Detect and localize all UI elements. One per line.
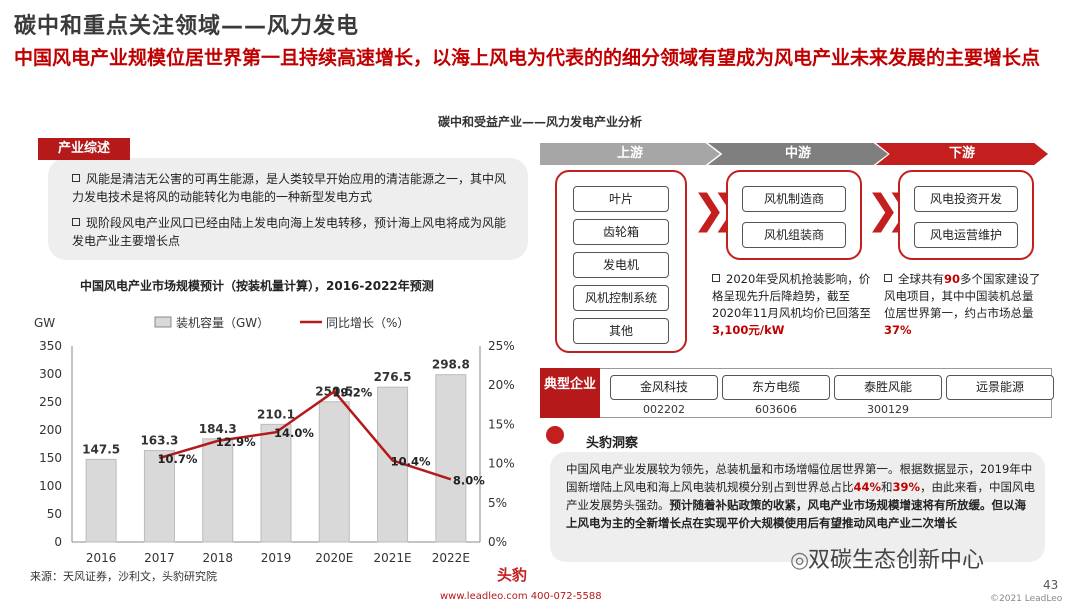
insight-text: 中国风电产业发展较为领先，总装机量和市场增幅位居世界第一。根据数据显示，2019…	[566, 462, 1036, 530]
left-tick-label: 0	[54, 535, 62, 549]
midstream-box: 风机制造商 风机组装商	[726, 170, 862, 260]
growth-label: 10.4%	[391, 454, 431, 468]
overview-tab: 产业综述	[38, 138, 130, 160]
right-tick-label: 15%	[488, 417, 515, 431]
bar	[202, 438, 234, 543]
midstream-item: 风机组装商	[742, 222, 846, 248]
right-tick-label: 10%	[488, 457, 515, 471]
downstream-note: 全球共有90多个国家建设了风电项目，其中中国装机总量位居世界第一，约占市场总量3…	[884, 272, 1041, 337]
bar	[143, 450, 175, 543]
page-subtitle: 中国风电产业规模位居世界第一且持续高速增长，以海上风电为代表的的细分领域有望成为…	[14, 47, 1041, 69]
company-orient-cable: 东方电缆	[722, 375, 830, 400]
checkbox-bullet-icon	[712, 274, 720, 282]
companies-label: 典型企业	[540, 368, 600, 418]
upstream-item: 其他	[573, 318, 669, 344]
upstream-item: 齿轮箱	[573, 219, 669, 245]
stage-upstream: 上游	[540, 143, 720, 165]
company-envision: 远景能源	[946, 375, 1054, 400]
left-tick-label: 300	[39, 367, 62, 381]
stock-code: 603606	[755, 403, 797, 416]
bar	[85, 458, 117, 543]
left-tick-label: 200	[39, 423, 62, 437]
downstream-box: 风电投资开发 风电运营维护	[898, 170, 1034, 260]
right-tick-label: 25%	[488, 339, 515, 353]
stock-code: 002202	[643, 403, 685, 416]
downstream-item: 风电运营维护	[914, 222, 1018, 248]
wechat-watermark: 双碳生态创新中心	[808, 548, 985, 573]
growth-label: 19.2%	[332, 385, 372, 399]
company-titan-wind: 泰胜风能	[834, 375, 942, 400]
left-tick-label: 150	[39, 451, 62, 465]
company-goldwind: 金风科技	[610, 375, 718, 400]
upstream-item: 发电机	[573, 252, 669, 278]
left-axis-unit: GW	[34, 316, 55, 330]
bar	[318, 401, 350, 543]
x-tick-label: 2020E	[315, 551, 353, 565]
left-tick-label: 250	[39, 395, 62, 409]
x-tick-label: 2017	[144, 551, 175, 565]
upstream-box: 叶片 齿轮箱 发电机 风机控制系统 其他	[555, 170, 687, 353]
leopard-logo-icon	[546, 426, 564, 444]
growth-line	[159, 389, 452, 481]
overview-panel: 风能是清洁无公害的可再生能源，是人类较早开始应用的清洁能源之一，其中风力发电技术…	[48, 158, 528, 260]
footer-contact: www.leadleo.com 400-072-5588	[440, 591, 602, 602]
growth-label: 8.0%	[453, 473, 485, 487]
legend-bar-swatch	[154, 316, 172, 328]
bar-value-label: 147.5	[82, 442, 120, 456]
left-tick-label: 100	[39, 479, 62, 493]
midstream-item: 风机制造商	[742, 186, 846, 212]
x-tick-label: 2018	[202, 551, 233, 565]
midstream-note: 2020年受风机抢装影响，价格呈现先升后降趋势，截至2020年11月风机均价已回…	[712, 272, 871, 337]
footer-logo: 头豹	[497, 566, 528, 584]
bar-value-label: 163.3	[140, 434, 178, 448]
page-number: 43	[1043, 578, 1059, 592]
bar	[260, 423, 292, 543]
growth-label: 12.9%	[216, 435, 256, 449]
source-note: 来源：天风证券，沙利文，头豹研究院	[30, 570, 217, 583]
x-tick-label: 2016	[86, 551, 117, 565]
overview-item: 现阶段风电产业风口已经由陆上发电向海上发电转移，预计海上风电将成为风能发电产业主…	[72, 216, 507, 248]
x-tick-label: 2021E	[374, 551, 412, 565]
upstream-item: 叶片	[573, 186, 669, 212]
right-tick-label: 20%	[488, 378, 515, 392]
bar	[435, 374, 467, 543]
left-tick-label: 50	[47, 507, 62, 521]
bar-value-label: 210.1	[257, 407, 295, 421]
legend-line-label: 同比增长（%）	[326, 316, 409, 330]
insight-panel	[550, 452, 1045, 562]
bar-value-label: 276.5	[374, 370, 412, 384]
chart-title: 中国风电产业市场规模预计（按装机量计算），2016-2022年预测	[80, 279, 434, 293]
bar-value-label: 298.8	[432, 358, 470, 372]
right-tick-label: 5%	[488, 496, 507, 510]
upstream-item: 风机控制系统	[573, 285, 669, 311]
stock-code: 300129	[867, 403, 909, 416]
overview-item: 风能是清洁无公害的可再生能源，是人类较早开始应用的清洁能源之一，其中风力发电技术…	[72, 172, 507, 204]
copyright: ©2021 LeadLeo	[990, 594, 1063, 604]
stage-downstream: 下游	[876, 143, 1048, 165]
wechat-icon: ◎	[790, 548, 810, 573]
checkbox-bullet-icon	[884, 274, 892, 282]
growth-label: 14.0%	[274, 426, 314, 440]
checkbox-bullet-icon	[72, 174, 80, 182]
page-title: 碳中和重点关注领域——风力发电	[14, 14, 360, 39]
section-heading: 碳中和受益产业——风力发电产业分析	[437, 115, 642, 129]
right-tick-label: 0%	[488, 535, 507, 549]
bar-value-label: 184.3	[199, 422, 237, 436]
legend-bar-label: 装机容量（GW）	[176, 315, 269, 330]
x-tick-label: 2019	[261, 551, 292, 565]
stage-midstream: 中游	[708, 143, 888, 165]
market-size-chart: 装机容量（GW） 同比增长（%） GW 0 50 100 150 200 250 300 350 0%…	[34, 315, 515, 565]
checkbox-bullet-icon	[72, 218, 80, 226]
insight-title: 头豹洞察	[586, 436, 639, 451]
growth-label: 10.7%	[157, 452, 197, 466]
downstream-item: 风电投资开发	[914, 186, 1018, 212]
left-tick-label: 350	[39, 339, 62, 353]
x-tick-label: 2022E	[432, 551, 470, 565]
